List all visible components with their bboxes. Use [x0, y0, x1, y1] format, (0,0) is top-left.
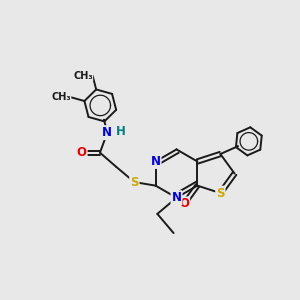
Text: O: O — [179, 197, 189, 210]
Text: N: N — [151, 155, 160, 168]
Text: CH₃: CH₃ — [51, 92, 71, 102]
Text: H: H — [116, 125, 125, 138]
Text: N: N — [102, 126, 112, 139]
Text: S: S — [216, 187, 225, 200]
Text: O: O — [77, 146, 87, 159]
Text: S: S — [130, 176, 139, 189]
Text: CH₃: CH₃ — [73, 71, 93, 81]
Text: N: N — [172, 191, 182, 204]
